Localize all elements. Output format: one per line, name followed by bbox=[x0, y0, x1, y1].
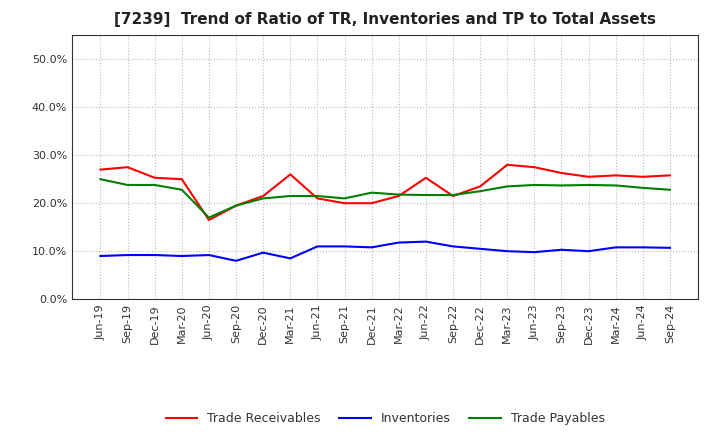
Trade Payables bbox=[341, 196, 349, 201]
Trade Receivables bbox=[204, 217, 213, 223]
Trade Payables bbox=[367, 190, 376, 195]
Inventories bbox=[639, 245, 647, 250]
Trade Payables bbox=[557, 183, 566, 188]
Line: Trade Receivables: Trade Receivables bbox=[101, 165, 670, 220]
Trade Payables bbox=[286, 193, 294, 198]
Inventories bbox=[421, 239, 430, 244]
Inventories bbox=[584, 249, 593, 254]
Inventories bbox=[178, 253, 186, 259]
Inventories bbox=[123, 253, 132, 258]
Trade Payables bbox=[150, 182, 159, 187]
Inventories bbox=[204, 253, 213, 258]
Trade Receivables bbox=[313, 196, 322, 201]
Trade Receivables bbox=[476, 184, 485, 189]
Trade Payables bbox=[476, 189, 485, 194]
Inventories bbox=[530, 249, 539, 255]
Trade Receivables bbox=[557, 170, 566, 176]
Trade Receivables bbox=[286, 172, 294, 177]
Trade Receivables bbox=[584, 174, 593, 180]
Trade Receivables bbox=[503, 162, 511, 168]
Trade Payables bbox=[178, 187, 186, 192]
Trade Payables bbox=[96, 176, 105, 182]
Trade Receivables bbox=[232, 203, 240, 208]
Inventories bbox=[150, 253, 159, 258]
Trade Payables bbox=[204, 215, 213, 220]
Inventories bbox=[503, 249, 511, 254]
Trade Payables bbox=[259, 196, 268, 201]
Inventories bbox=[557, 247, 566, 253]
Trade Payables bbox=[665, 187, 674, 192]
Inventories bbox=[395, 240, 403, 245]
Trade Receivables bbox=[530, 165, 539, 170]
Trade Receivables bbox=[449, 193, 457, 198]
Trade Payables bbox=[395, 192, 403, 197]
Line: Trade Payables: Trade Payables bbox=[101, 179, 670, 218]
Inventories bbox=[611, 245, 620, 250]
Line: Inventories: Inventories bbox=[101, 242, 670, 261]
Trade Receivables bbox=[178, 176, 186, 182]
Inventories bbox=[232, 258, 240, 264]
Trade Receivables bbox=[150, 175, 159, 180]
Trade Payables bbox=[611, 183, 620, 188]
Trade Receivables bbox=[421, 175, 430, 180]
Trade Payables bbox=[530, 182, 539, 187]
Trade Receivables bbox=[611, 173, 620, 178]
Inventories bbox=[286, 256, 294, 261]
Trade Receivables bbox=[639, 174, 647, 180]
Trade Receivables bbox=[367, 201, 376, 206]
Trade Receivables bbox=[259, 193, 268, 198]
Trade Receivables bbox=[123, 165, 132, 170]
Trade Payables bbox=[449, 192, 457, 198]
Inventories bbox=[449, 244, 457, 249]
Inventories bbox=[367, 245, 376, 250]
Inventories bbox=[341, 244, 349, 249]
Inventories bbox=[476, 246, 485, 251]
Title: [7239]  Trend of Ratio of TR, Inventories and TP to Total Assets: [7239] Trend of Ratio of TR, Inventories… bbox=[114, 12, 656, 27]
Trade Payables bbox=[639, 185, 647, 191]
Trade Receivables bbox=[96, 167, 105, 172]
Trade Payables bbox=[584, 182, 593, 187]
Inventories bbox=[96, 253, 105, 259]
Trade Receivables bbox=[341, 201, 349, 206]
Legend: Trade Receivables, Inventories, Trade Payables: Trade Receivables, Inventories, Trade Pa… bbox=[161, 407, 610, 430]
Trade Payables bbox=[421, 192, 430, 198]
Inventories bbox=[259, 250, 268, 255]
Trade Payables bbox=[313, 193, 322, 198]
Trade Payables bbox=[503, 184, 511, 189]
Trade Receivables bbox=[665, 173, 674, 178]
Inventories bbox=[313, 244, 322, 249]
Inventories bbox=[665, 245, 674, 250]
Trade Payables bbox=[232, 203, 240, 208]
Trade Receivables bbox=[395, 193, 403, 198]
Trade Payables bbox=[123, 182, 132, 187]
